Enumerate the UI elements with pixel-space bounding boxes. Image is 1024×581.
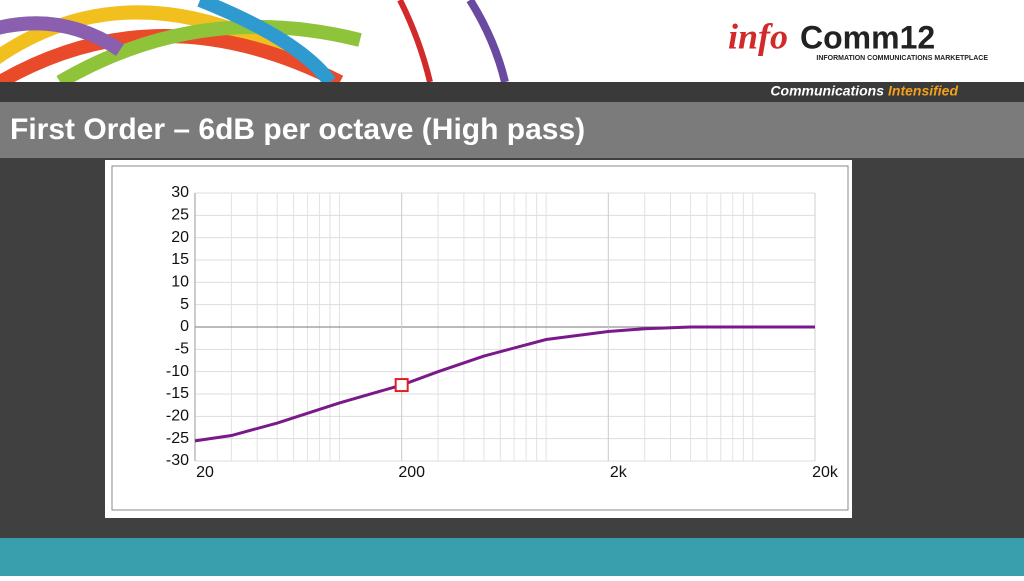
decor-arcs [0,0,509,89]
slogan-bar [0,82,1024,102]
slide-title: First Order – 6dB per octave (High pass) [10,113,585,146]
slogan-2: Intensified [888,83,958,99]
line [194,325,815,443]
y-tick-label: -20 [166,408,189,425]
y-tick-label: -15 [166,385,189,402]
plot: -30 -25 -20 -15 -10 -5 0 5 10 15 20 25 30 20 200 2k 20k [166,184,839,481]
x-tick-label: 20k [812,464,839,481]
title-bar [0,102,1024,158]
chart-border [111,165,849,511]
logo-info: info [728,16,788,56]
y-tick-label: 30 [171,184,189,201]
y-tick-label: 20 [171,229,189,246]
footer-bar [0,538,1024,576]
y-tick-label: 10 [171,274,189,291]
y-tick-label: 5 [180,296,189,313]
logo-comm: Comm12 [800,19,935,55]
y-tick-label: -5 [175,341,189,358]
y-tick-label: 25 [171,207,189,224]
marker [394,378,409,393]
y-tick-label: 0 [180,318,189,335]
y-tick-label: -30 [166,452,189,469]
slogan-1: Communications [770,83,884,99]
x-tick-label: 20 [196,464,214,481]
logo-tagline: INFORMATION COMMUNICATIONS MARKETPLACE [816,55,988,62]
y-tick-label: -10 [166,363,189,380]
x-tick-label: 2k [610,464,628,481]
y-tick-label: -25 [166,430,189,447]
x-tick-label: 200 [398,464,425,481]
y-tick-label: 15 [171,251,189,268]
